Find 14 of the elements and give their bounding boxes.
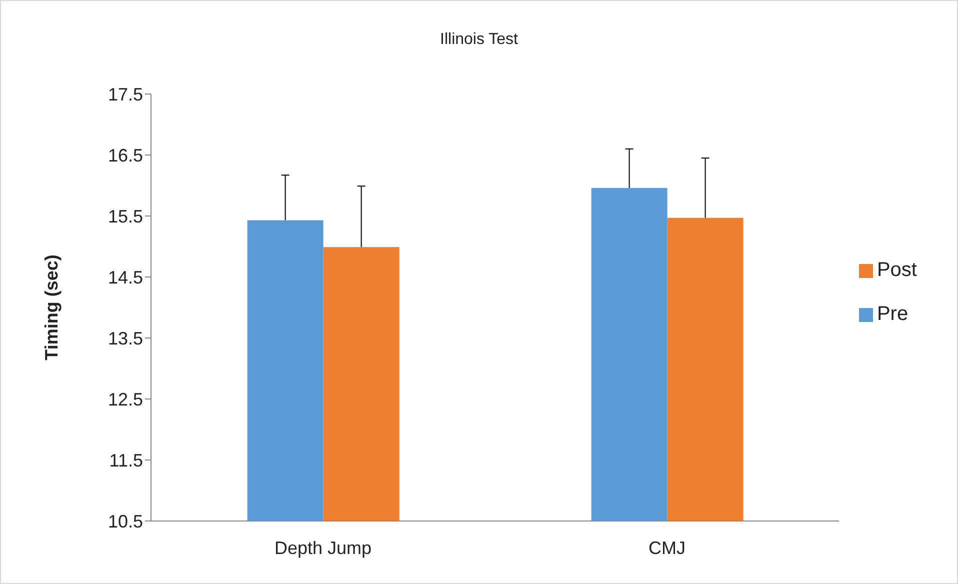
x-tick-label: CMJ: [648, 538, 686, 558]
chart-title: Illinois Test: [439, 31, 519, 49]
y-tick-label: 12.5: [108, 389, 143, 410]
legend-label: Pre: [876, 303, 908, 325]
y-tick-label: 13.5: [108, 328, 143, 348]
y-tick-label: 15.5: [108, 206, 143, 226]
x-tick-label: Depth Jump: [274, 538, 372, 558]
y-tick-label: 17.5: [108, 84, 143, 104]
y-tick-label: 10.5: [108, 511, 143, 532]
y-tick-label: 11.5: [109, 450, 143, 470]
y-axis-title: Timing (sec): [41, 254, 62, 360]
legend-label: Post: [876, 259, 917, 281]
y-tick-label: 14.5: [108, 267, 143, 288]
y-tick-label: 16.5: [108, 145, 143, 166]
